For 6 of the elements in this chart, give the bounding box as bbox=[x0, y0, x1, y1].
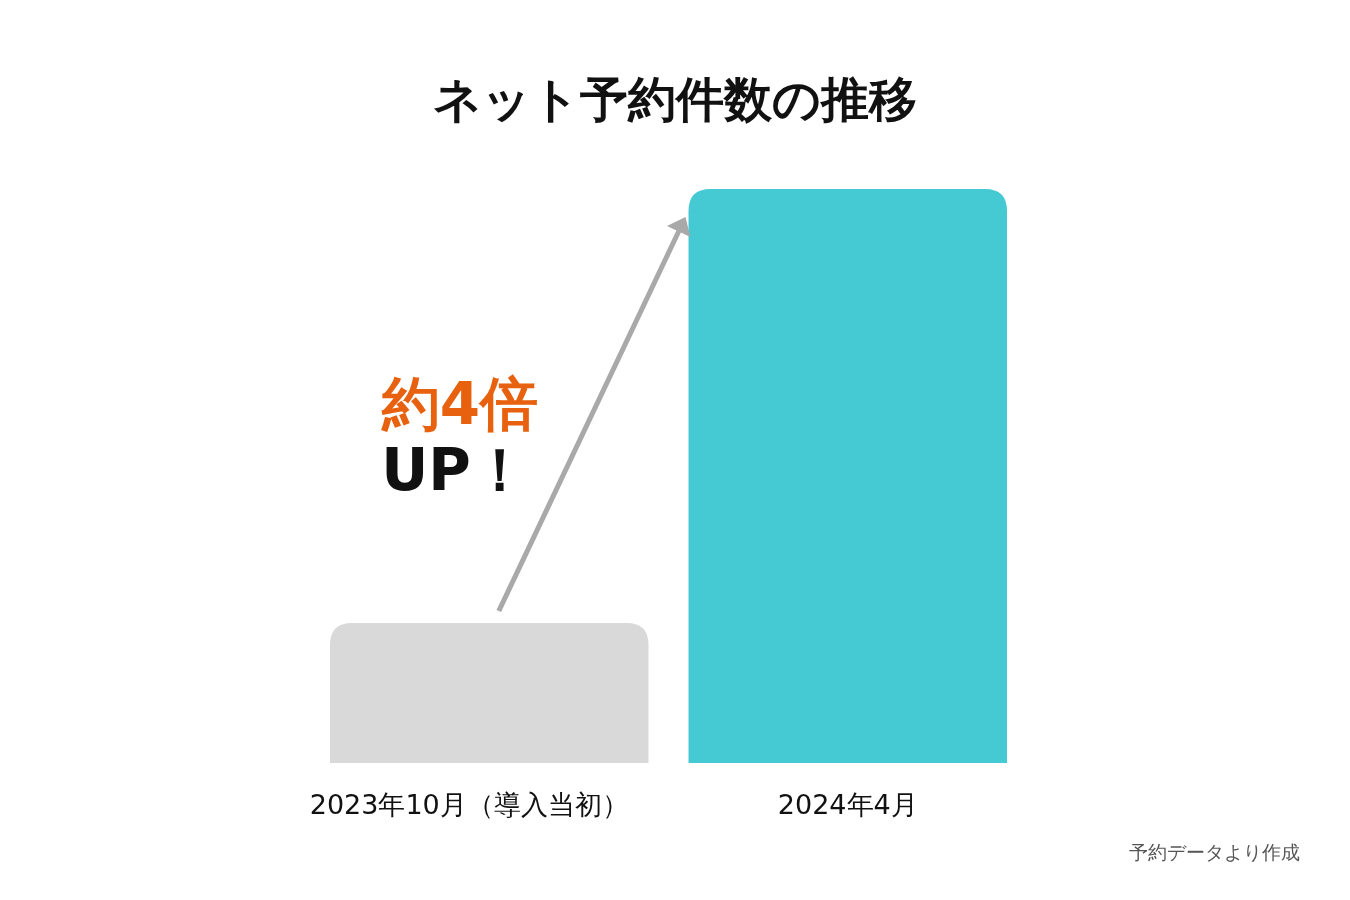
chart-title: ネット予約件数の推移 bbox=[433, 71, 917, 127]
x-tick-label: 2024年4月 bbox=[777, 789, 918, 820]
x-tick-label: 2023年10月（導入当初） bbox=[309, 789, 629, 820]
annotation: UP！ bbox=[381, 436, 529, 504]
annotation: 約4倍 bbox=[380, 370, 539, 438]
text: 予約データより作成 bbox=[1129, 841, 1300, 863]
